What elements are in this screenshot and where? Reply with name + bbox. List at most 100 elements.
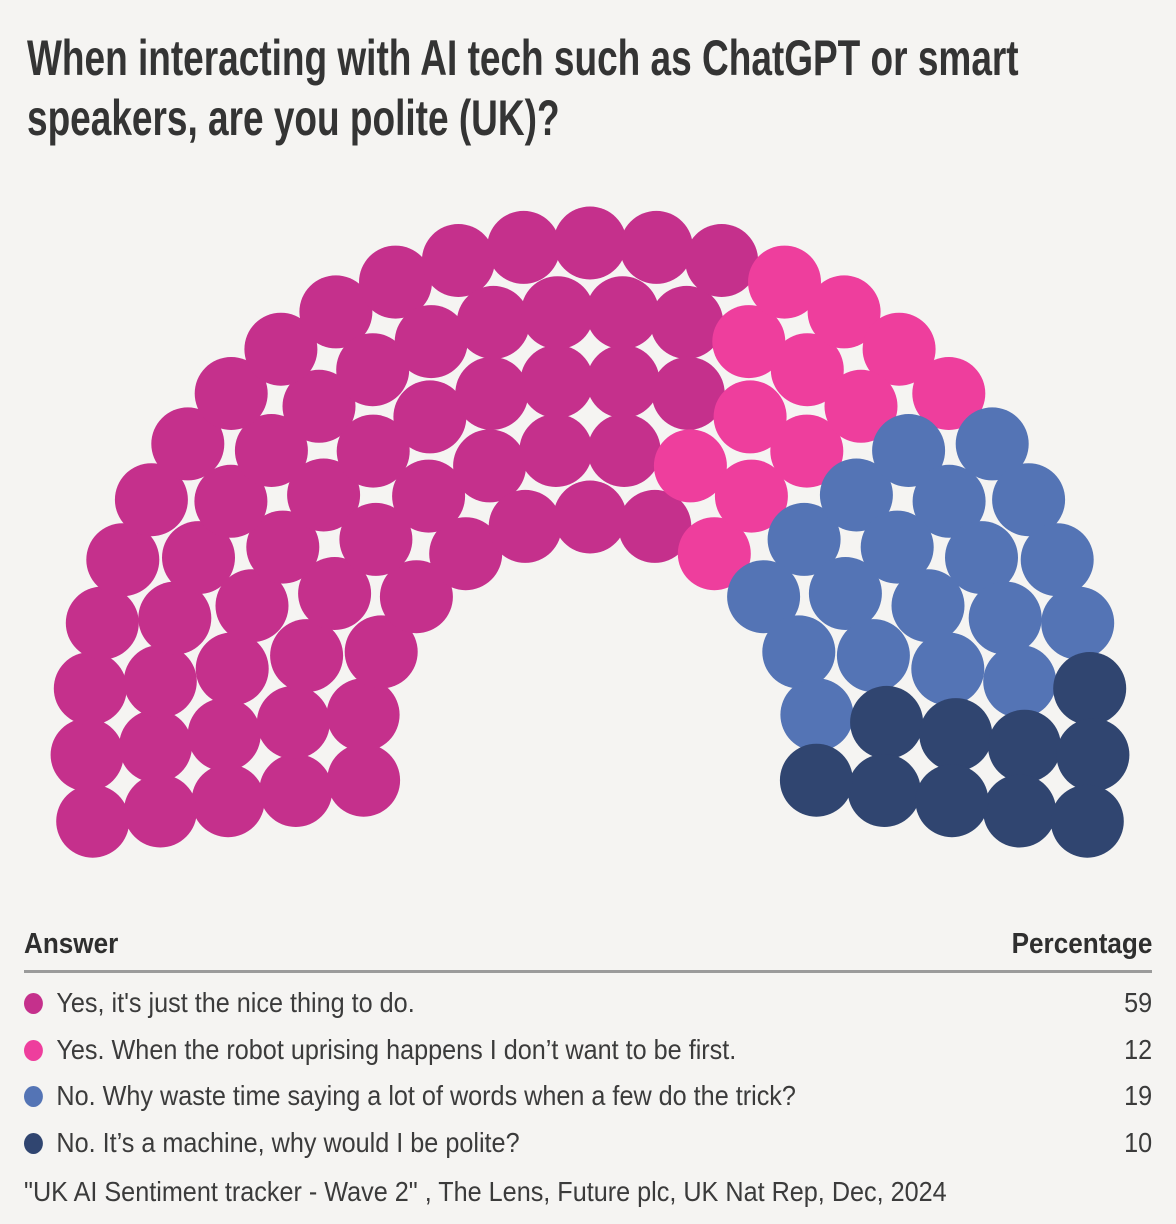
seat-dot [992, 463, 1066, 537]
seat-dot [393, 380, 467, 454]
seat-dot [586, 276, 659, 350]
seat-dot [824, 369, 898, 443]
seat-dot [194, 357, 268, 430]
answer-label: Yes. When the robot uprising happens I d… [56, 1034, 737, 1065]
percentage-value: 59 [1123, 987, 1152, 1018]
seat-dot [326, 678, 400, 752]
seat-dot [282, 369, 356, 443]
seat-dot [123, 774, 197, 848]
seat-dot [487, 210, 561, 284]
seat-dot [780, 678, 854, 752]
seat-dot [770, 414, 844, 488]
seat-dot [872, 414, 946, 487]
seat-dot [836, 619, 910, 693]
seat-dot [915, 764, 989, 838]
seat-dot [344, 615, 418, 689]
table-row: No. It’s a machine, why would I be polit… [24, 1120, 1152, 1166]
seat-dot [847, 754, 921, 827]
seat-dot [685, 224, 759, 297]
percentage-value: 12 [1123, 1034, 1152, 1065]
seat-dot [748, 245, 821, 319]
seat-dot [767, 502, 841, 576]
percentage-value: 19 [1123, 1080, 1152, 1111]
series-dot-icon [24, 1132, 43, 1154]
seat-dot [1041, 586, 1115, 660]
seat-dot [114, 463, 188, 537]
seat-dot [194, 464, 268, 538]
answer-column-header: Answer [24, 928, 119, 960]
answer-label: No. It’s a machine, why would I be polit… [56, 1127, 520, 1158]
seat-dot [619, 210, 693, 284]
seat-dot [1020, 523, 1094, 597]
seat-dot [327, 743, 401, 817]
seat-dot [955, 407, 1029, 481]
seat-dot [1053, 652, 1127, 725]
seat-dot [911, 632, 985, 706]
table-row: No. Why waste time saying a lot of words… [24, 1073, 1152, 1119]
table-header: Answer Percentage [24, 928, 1152, 973]
seat-dot [421, 224, 495, 297]
table-row: Yes. When the robot uprising happens I d… [24, 1027, 1152, 1073]
seat-dot [50, 718, 124, 792]
seat-dot [429, 517, 503, 591]
seat-dot [519, 414, 593, 487]
seat-dot [336, 414, 410, 488]
seat-dot [56, 784, 130, 858]
seat-dot [618, 489, 692, 563]
seat-dot [488, 489, 562, 563]
seat-dot [988, 709, 1061, 783]
seat-dot [586, 345, 660, 418]
page-title: When interacting with AI tech such as Ch… [27, 30, 1019, 146]
seat-dot [244, 312, 318, 386]
answer-label: Yes, it's just the nice thing to do. [56, 987, 415, 1018]
seat-dot [779, 743, 853, 817]
percentage-value: 10 [1123, 1127, 1152, 1158]
seat-dot [191, 764, 265, 838]
seat-dot [651, 356, 725, 430]
seat-dot [521, 276, 594, 350]
seat-dot [259, 754, 333, 827]
seat-dot [336, 333, 410, 407]
source-caption: "UK AI Sentiment tracker - Wave 2" , The… [24, 1176, 947, 1207]
seat-dot [912, 357, 986, 430]
seat-dot [392, 459, 466, 533]
series-dot-icon [24, 992, 43, 1014]
seat-dot [712, 305, 786, 379]
seat-dot [299, 275, 373, 349]
seat-dot [215, 569, 289, 643]
seat-dot [394, 305, 468, 379]
seat-dot [456, 285, 530, 359]
seat-dot [714, 459, 788, 533]
seat-dot [187, 698, 261, 772]
percentage-column-header: Percentage [1011, 928, 1152, 960]
seat-dot [86, 523, 160, 597]
seat-dot [256, 685, 330, 759]
seat-dot [339, 502, 413, 576]
seat-dot [151, 407, 225, 481]
seat-dot [138, 581, 212, 655]
seat-dot [807, 275, 881, 349]
seat-dot [653, 429, 727, 503]
seat-dot [195, 632, 269, 706]
seat-dot [983, 644, 1057, 718]
seat-dot [234, 414, 308, 487]
series-dot-icon [24, 1085, 43, 1107]
seat-dot [727, 560, 801, 634]
table-row: Yes, it's just the nice thing to do. 59 [24, 980, 1152, 1026]
seat-dot [983, 774, 1057, 848]
seat-dot [453, 429, 527, 503]
seat-dot [553, 206, 627, 280]
seat-dot [379, 560, 453, 634]
seat-dot [770, 333, 844, 407]
series-dot-icon [24, 1039, 43, 1061]
seat-dot [270, 619, 344, 693]
seat-dot [808, 557, 882, 630]
seat-dot [677, 517, 751, 591]
seat-dot [1050, 784, 1124, 858]
seat-dot [650, 285, 724, 359]
seat-dot [1056, 718, 1130, 792]
seat-dot [119, 709, 192, 783]
seat-dot [850, 685, 924, 759]
seat-dot [713, 380, 787, 454]
